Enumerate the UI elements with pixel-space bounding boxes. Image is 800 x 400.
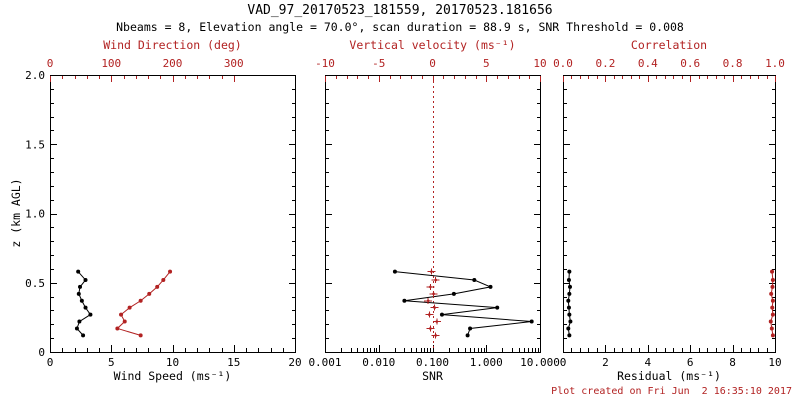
svg-text:1.000: 1.000	[470, 356, 503, 369]
svg-text:5: 5	[483, 57, 490, 70]
snr-axis-label: SNR	[422, 369, 443, 383]
svg-text:2: 2	[602, 356, 609, 369]
svg-text:-5: -5	[372, 57, 385, 70]
svg-text:2.0: 2.0	[25, 69, 45, 82]
svg-text:6: 6	[687, 356, 694, 369]
svg-text:15: 15	[227, 356, 240, 369]
svg-text:0.4: 0.4	[638, 57, 658, 70]
plot-subtitle: Nbeams = 8, Elevation angle = 70.0°, sca…	[116, 20, 684, 34]
vertical-velocity-axis-label: Vertical velocity (ms⁻¹)	[349, 38, 516, 52]
svg-text:10: 10	[768, 356, 781, 369]
svg-text:8: 8	[729, 356, 736, 369]
svg-text:1.0: 1.0	[25, 208, 45, 221]
svg-text:20: 20	[288, 356, 301, 369]
svg-text:200: 200	[163, 57, 183, 70]
svg-text:10: 10	[533, 57, 546, 70]
svg-text:4: 4	[644, 356, 651, 369]
correlation-axis-label: Correlation	[630, 38, 708, 52]
svg-text:0.6: 0.6	[680, 57, 700, 70]
svg-text:0.010: 0.010	[362, 356, 395, 369]
creation-timestamp: Plot created on Fri Jun 2 16:35:10 2017	[551, 386, 792, 397]
svg-text:0.100: 0.100	[416, 356, 449, 369]
svg-text:0.0: 0.0	[553, 57, 573, 70]
svg-text:0: 0	[560, 356, 567, 369]
svg-text:0: 0	[38, 346, 45, 359]
svg-text:1.5: 1.5	[25, 138, 45, 151]
wind-direction-axis-label: Wind Direction (deg)	[103, 38, 242, 52]
svg-text:10: 10	[166, 356, 179, 369]
svg-text:0: 0	[429, 57, 436, 70]
svg-text:300: 300	[224, 57, 244, 70]
svg-text:-10: -10	[315, 57, 335, 70]
residual-axis-label: Residual (ms⁻¹)	[617, 369, 721, 383]
wind-speed-axis-label: Wind Speed (ms⁻¹)	[113, 369, 232, 383]
svg-text:10.000: 10.000	[520, 356, 560, 369]
svg-text:0.8: 0.8	[723, 57, 743, 70]
plot-title: VAD_97_20170523_181559, 20170523.181656	[247, 3, 553, 18]
svg-text:100: 100	[101, 57, 121, 70]
svg-text:0: 0	[47, 356, 54, 369]
svg-text:0.2: 0.2	[595, 57, 615, 70]
svg-text:0: 0	[47, 57, 54, 70]
svg-text:0.001: 0.001	[308, 356, 341, 369]
svg-text:0.5: 0.5	[25, 277, 45, 290]
svg-text:5: 5	[108, 356, 115, 369]
svg-text:1.0: 1.0	[765, 57, 785, 70]
